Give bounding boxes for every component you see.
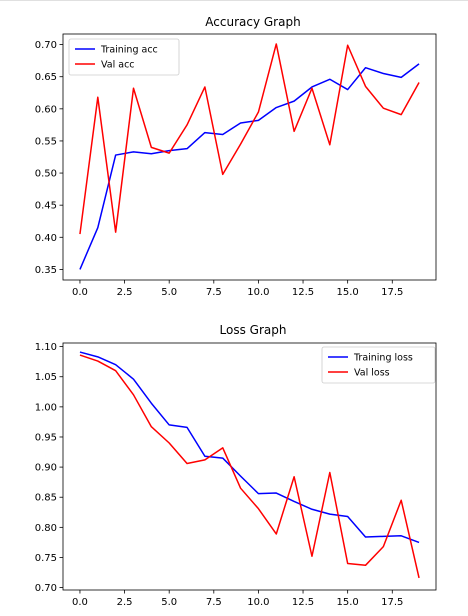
accuracy-chart-title: Accuracy Graph (205, 15, 300, 29)
loss-legend-label-1: Training loss (353, 353, 413, 364)
loss-chart: Loss Graph 0.0 2.5 5.0 7.5 10.0 12.5 15.0 17.50… (35, 323, 437, 608)
accuracy-y-tick-label: 0.45 (35, 201, 57, 212)
accuracy-legend-label-1: Training acc (100, 45, 158, 56)
loss-y-tick-label: 0.90 (35, 463, 57, 474)
accuracy-y-tick-label: 0.65 (35, 72, 57, 83)
accuracy-y-tick-label: 0.35 (35, 265, 57, 276)
loss-y-tick-label: 0.85 (35, 493, 57, 504)
loss-x-tick-label: 7.5 (206, 597, 222, 608)
loss-axes-frame (62, 342, 437, 591)
accuracy-x-tick-label: 10.0 (247, 287, 269, 298)
accuracy-y-tick-label: 0.40 (35, 233, 57, 244)
loss-x-tick-label: 2.5 (117, 597, 133, 608)
loss-x-tick-label: 10.0 (247, 597, 269, 608)
accuracy-legend: Training acc Val acc (68, 38, 180, 76)
loss-y-tick-label: 1.00 (35, 402, 57, 413)
accuracy-x-tick-label: 17.5 (381, 287, 403, 298)
accuracy-legend-box (68, 38, 180, 76)
loss-legend: Training loss Val loss (321, 346, 436, 384)
accuracy-y-tick-label: 0.60 (35, 104, 57, 115)
loss-y-tick-label: 0.80 (35, 523, 57, 534)
accuracy-x-tick-label: 5.0 (161, 287, 177, 298)
accuracy-series-line-1 (79, 63, 420, 270)
accuracy-x-tick-label: 15.0 (337, 287, 359, 298)
loss-legend-label-2: Val loss (354, 368, 390, 379)
accuracy-x-tick-label: 12.5 (292, 287, 314, 298)
accuracy-x-tick-label: 7.5 (206, 287, 222, 298)
loss-legend-box (321, 346, 436, 384)
loss-x-tick-label: 15.0 (337, 597, 359, 608)
accuracy-y-tick-label: 0.70 (35, 40, 57, 51)
accuracy-y-tick-label: 0.55 (35, 136, 57, 147)
loss-x-tick-label: 5.0 (161, 597, 177, 608)
loss-y-tick-label: 0.70 (35, 583, 57, 594)
top-separator (0, 0, 468, 1)
accuracy-x-tick-label: 0.0 (72, 287, 88, 298)
loss-chart-title: Loss Graph (220, 323, 287, 337)
accuracy-axes-frame (62, 33, 437, 281)
accuracy-y-tick-label: 0.50 (35, 169, 57, 180)
loss-x-tick-label: 0.0 (72, 597, 88, 608)
loss-y-tick-label: 1.05 (35, 372, 57, 383)
accuracy-chart: Accuracy Graph 0.0 2.5 5.0 7.5 10.0 12.5 15.0 1… (35, 15, 437, 298)
loss-y-tick-label: 1.10 (35, 342, 57, 353)
loss-y-tick-label: 0.75 (35, 553, 57, 564)
loss-series-line-1 (79, 351, 420, 544)
loss-x-tick-label: 12.5 (292, 597, 314, 608)
accuracy-plot-area: 0.0 2.5 5.0 7.5 10.0 12.5 15.0 17.5 0.35 0.40 0.45… (35, 33, 437, 298)
loss-y-tick-label: 0.95 (35, 432, 57, 443)
accuracy-x-tick-label: 2.5 (117, 287, 133, 298)
loss-plot-area: 0.0 2.5 5.0 7.5 10.0 12.5 15.0 17.5 0.70 0.75 0.80… (35, 342, 437, 608)
loss-series-line-2 (79, 354, 420, 579)
accuracy-series-line-2 (79, 43, 420, 235)
accuracy-legend-label-2: Val acc (101, 60, 135, 71)
loss-x-tick-label: 17.5 (381, 597, 403, 608)
